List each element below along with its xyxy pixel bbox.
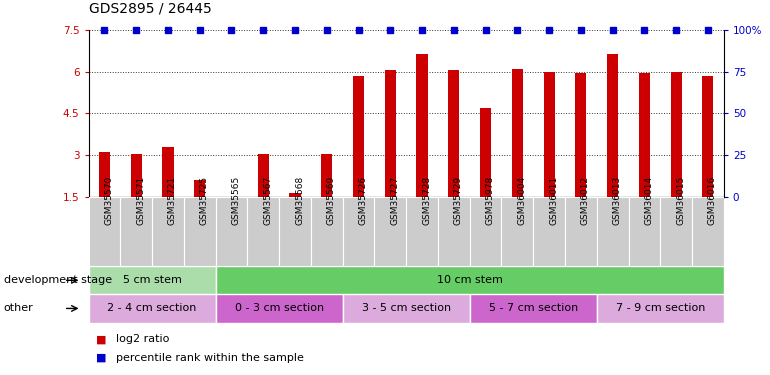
Bar: [407, 197, 438, 266]
Text: GSM35725: GSM35725: [199, 176, 209, 225]
Bar: [512, 69, 523, 197]
Bar: [417, 54, 427, 197]
Text: 5 - 7 cm section: 5 - 7 cm section: [489, 303, 578, 313]
Bar: [501, 197, 534, 266]
Text: GSM36014: GSM36014: [644, 176, 654, 225]
Bar: [575, 73, 587, 197]
Text: GSM35727: GSM35727: [390, 176, 400, 225]
Bar: [565, 197, 597, 266]
Text: GSM35721: GSM35721: [168, 176, 177, 225]
Text: GSM35567: GSM35567: [263, 176, 273, 225]
Bar: [89, 294, 216, 322]
Text: GSM36013: GSM36013: [613, 176, 621, 225]
Text: other: other: [4, 303, 34, 313]
Bar: [321, 154, 333, 197]
Bar: [120, 197, 152, 266]
Text: log2 ratio: log2 ratio: [116, 334, 169, 344]
Bar: [544, 72, 554, 197]
Bar: [343, 294, 470, 322]
Text: GSM36016: GSM36016: [708, 176, 717, 225]
Bar: [607, 54, 618, 197]
Text: development stage: development stage: [4, 275, 112, 285]
Text: GSM35570: GSM35570: [105, 176, 113, 225]
Bar: [131, 154, 142, 197]
Bar: [216, 197, 247, 266]
Bar: [216, 294, 343, 322]
Bar: [470, 294, 597, 322]
Bar: [184, 197, 216, 266]
Text: 0 - 3 cm section: 0 - 3 cm section: [235, 303, 323, 313]
Bar: [89, 197, 120, 266]
Bar: [628, 197, 661, 266]
Bar: [374, 197, 407, 266]
Text: 5 cm stem: 5 cm stem: [122, 275, 182, 285]
Bar: [247, 197, 279, 266]
Bar: [692, 197, 724, 266]
Text: 2 - 4 cm section: 2 - 4 cm section: [107, 303, 197, 313]
Text: GSM36012: GSM36012: [581, 176, 590, 225]
Text: GSM35726: GSM35726: [359, 176, 367, 225]
Bar: [480, 108, 491, 197]
Bar: [353, 76, 364, 197]
Text: GSM35571: GSM35571: [136, 176, 146, 225]
Text: GSM35729: GSM35729: [454, 176, 463, 225]
Bar: [597, 294, 724, 322]
Bar: [639, 73, 650, 197]
Text: GSM35568: GSM35568: [295, 176, 304, 225]
Text: GSM36004: GSM36004: [517, 176, 527, 225]
Text: GSM35565: GSM35565: [232, 176, 240, 225]
Text: GSM36015: GSM36015: [676, 176, 685, 225]
Bar: [152, 197, 184, 266]
Bar: [194, 180, 206, 197]
Bar: [438, 197, 470, 266]
Text: ■: ■: [96, 334, 107, 344]
Bar: [290, 193, 300, 197]
Bar: [470, 197, 501, 266]
Text: GSM35728: GSM35728: [422, 176, 431, 225]
Bar: [343, 197, 374, 266]
Text: GSM35978: GSM35978: [486, 176, 494, 225]
Bar: [279, 197, 311, 266]
Text: GDS2895 / 26445: GDS2895 / 26445: [89, 1, 211, 15]
Text: 10 cm stem: 10 cm stem: [437, 275, 503, 285]
Bar: [597, 197, 628, 266]
Bar: [99, 152, 110, 197]
Text: ■: ■: [96, 353, 107, 363]
Text: GSM36011: GSM36011: [549, 176, 558, 225]
Bar: [311, 197, 343, 266]
Bar: [216, 266, 724, 294]
Text: 3 - 5 cm section: 3 - 5 cm section: [362, 303, 450, 313]
Bar: [660, 197, 692, 266]
Bar: [448, 70, 460, 197]
Bar: [258, 154, 269, 197]
Bar: [89, 266, 216, 294]
Bar: [162, 147, 173, 197]
Bar: [533, 197, 565, 266]
Text: 7 - 9 cm section: 7 - 9 cm section: [615, 303, 705, 313]
Bar: [702, 76, 714, 197]
Text: percentile rank within the sample: percentile rank within the sample: [116, 353, 303, 363]
Bar: [671, 72, 681, 197]
Bar: [385, 70, 396, 197]
Text: GSM35569: GSM35569: [326, 176, 336, 225]
